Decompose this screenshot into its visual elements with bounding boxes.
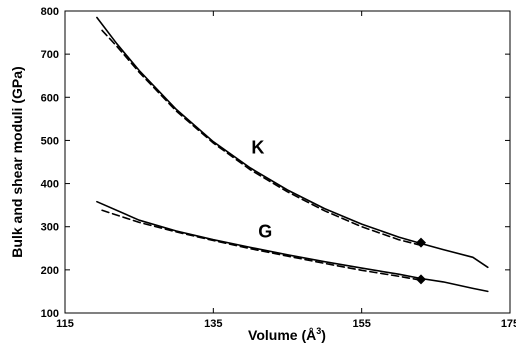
x-axis-title: Volume (Å3) [248,326,326,343]
series-g-dashed [101,209,422,281]
series-g-solid [96,200,489,293]
y-tick-label: 100 [41,308,59,320]
x-tick-label: 135 [204,318,222,330]
curve-label-g: G [258,222,272,242]
y-tick-label: 200 [41,265,59,277]
y-tick-label: 700 [41,49,59,61]
curve-label-k: K [251,137,264,157]
x-tick-label: 175 [501,318,516,330]
x-tick-label: 115 [56,318,74,330]
y-tick-label: 800 [41,6,59,18]
axis-ticks: 115 135 155 175 100 200 300 400 500 600 700 800 [41,6,516,330]
x-tick-label: 155 [352,318,370,330]
data-point-marker [416,274,426,285]
marker-layer [416,237,426,285]
y-tick-label: 600 [41,92,59,104]
y-tick-label: 400 [41,179,59,191]
y-tick-label: 300 [41,222,59,234]
data-point-marker [416,237,426,248]
series-k-solid [96,16,489,269]
y-axis-title: Bulk and shear moduli (GPa) [9,66,25,257]
y-tick-label: 500 [41,135,59,147]
series-k-dashed [101,29,422,247]
plot-frame [64,10,511,314]
series-layer [96,16,489,293]
annotation-layer: KG [251,137,272,241]
